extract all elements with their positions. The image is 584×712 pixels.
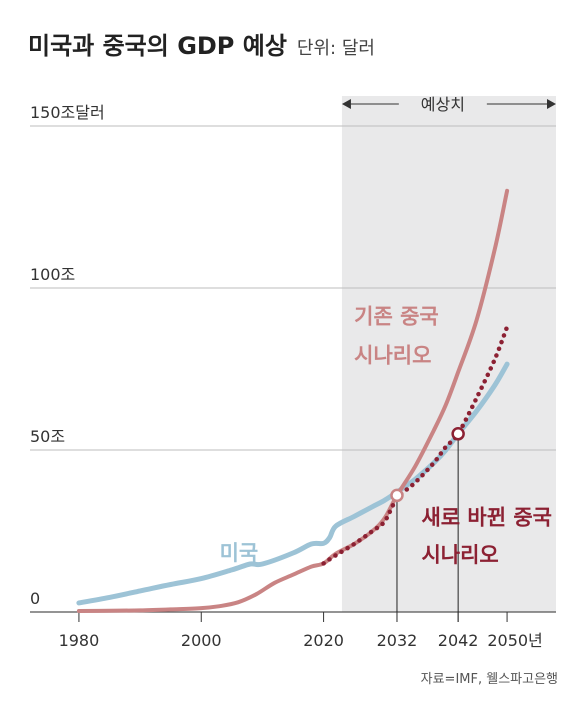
x-tick-label: 2042	[438, 631, 479, 650]
series-annotation: 시나리오	[421, 543, 498, 567]
intersection-marker-2042	[451, 427, 465, 441]
y-tick-label: 50조	[30, 427, 65, 446]
y-tick-label: 100조	[30, 265, 75, 284]
source-note: 자료=IMF, 웰스파고은행	[420, 672, 558, 687]
x-tick-label: 2020	[303, 631, 344, 650]
x-tick-label: 2000	[181, 631, 222, 650]
series-annotation: 새로 바뀐 중국	[421, 506, 552, 530]
x-tick-label: 2032	[377, 631, 418, 650]
y-tick-label: 0	[30, 589, 40, 608]
forecast-arrow-left-head	[341, 99, 351, 109]
x-tick-label: 1980	[59, 631, 100, 650]
forecast-arrow-right-head	[547, 99, 556, 109]
title-row: 미국과 중국의 GDP 예상 단위: 달러	[28, 26, 375, 61]
series-annotation: 시나리오	[354, 344, 431, 368]
x-tick-label: 2050년	[487, 631, 542, 650]
intersection-marker-2032	[390, 488, 404, 503]
forecast-label: 예상치	[421, 95, 465, 114]
series-annotation: 기존 중국	[354, 305, 439, 329]
y-tick-label: 150조달러	[30, 103, 105, 122]
series-annotation: 미국	[220, 541, 259, 565]
unit-label: 단위: 달러	[296, 38, 375, 59]
series-line-2	[321, 324, 510, 566]
chart-title: 미국과 중국의 GDP 예상	[28, 32, 287, 60]
